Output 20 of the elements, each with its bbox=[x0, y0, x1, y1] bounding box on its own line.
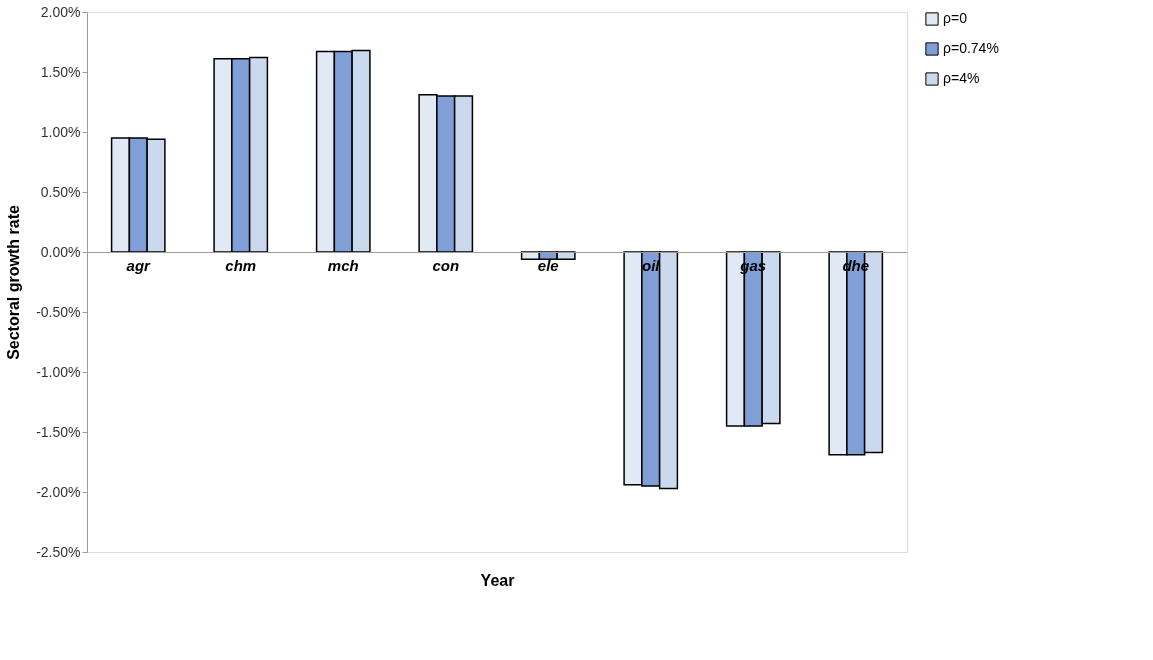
y-tick-label: 0.50% bbox=[40, 183, 81, 200]
y-tick-label: 2.00% bbox=[40, 3, 81, 20]
x-tick-label: chm bbox=[225, 256, 257, 274]
legend-label: ρ=0.74% bbox=[943, 40, 999, 56]
legend-label: ρ=0 bbox=[943, 10, 968, 26]
x-axis-title: Year bbox=[480, 571, 515, 589]
x-tick-label: mch bbox=[327, 256, 359, 274]
y-tick-label: -1.50% bbox=[36, 423, 81, 440]
y-axis-title: Sectoral growth rate bbox=[5, 205, 23, 360]
y-tick-label: -2.50% bbox=[36, 543, 81, 560]
y-tick-label: -1.00% bbox=[36, 363, 81, 380]
x-tick-label: con bbox=[432, 256, 460, 274]
x-tick-label: agr bbox=[126, 256, 152, 274]
y-tick-label: 1.50% bbox=[40, 63, 81, 80]
y-tick-label: 1.00% bbox=[40, 123, 81, 140]
y-tick-label: 0.00% bbox=[40, 243, 81, 260]
y-tick-label: -0.50% bbox=[36, 303, 81, 320]
y-tick-label: -2.00% bbox=[36, 483, 81, 500]
legend-label: ρ=4% bbox=[943, 70, 980, 86]
x-tick-label: ele bbox=[537, 256, 559, 274]
